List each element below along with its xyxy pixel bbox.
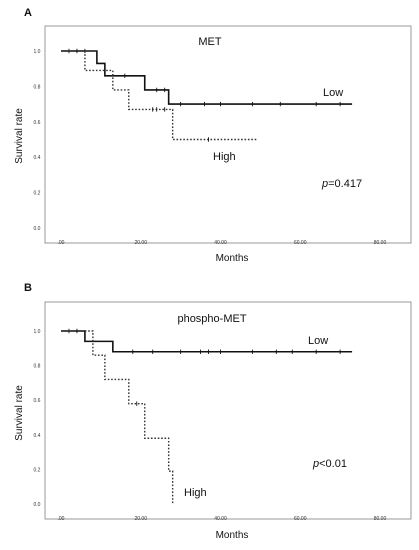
panel-b-high-label: High — [184, 487, 207, 499]
panel-b-xtick-label: 60.00 — [294, 516, 307, 522]
panel-a-ticks: 0.0 0.2 0.4 0.6 0.8 1.0 .00 20.00 40.00 60.00 80.0… — [34, 49, 387, 246]
panel-b-ytick-label: 0.8 — [34, 364, 41, 370]
panel-a: A MET Months Survival rate 0.00.20.40.60… — [14, 7, 412, 264]
panel-b-title: phospho-MET — [177, 313, 246, 325]
panel-b-high-curve — [61, 330, 174, 504]
panel-a-curves — [61, 48, 353, 142]
panel-b-ytick-label: 0.6 — [34, 398, 41, 404]
panel-b-ticks: 0.0 0.2 0.4 0.6 0.8 1.0 .00 20.00 40.00 60.00 80.0… — [34, 329, 387, 522]
panel-a-high-curve — [61, 50, 257, 141]
panel-b-xtick-label: 20.00 — [134, 516, 147, 522]
panel-b-pvalue: p<0.01 — [312, 458, 347, 470]
panel-b-xtick-label: 40.00 — [214, 516, 227, 522]
panel-b: B phospho-MET Months Survival rate 0.00.… — [14, 282, 412, 541]
panel-a-label: A — [24, 7, 32, 19]
panel-b-low-label: Low — [308, 335, 328, 347]
panel-b-ylabel: Survival rate — [14, 385, 25, 441]
panel-a-title: MET — [198, 36, 222, 48]
panel-a-xlabel: Months — [216, 253, 249, 264]
panel-a-frame — [44, 25, 412, 244]
panel-b-ytick-label: 0.2 — [34, 467, 41, 473]
panel-a-ytick-label: 0.2 — [34, 191, 41, 197]
panel-a-pvalue-prefix: p — [321, 178, 328, 190]
panel-a-xtick-label: 20.00 — [134, 240, 147, 246]
panel-b-pvalue-prefix: p — [312, 458, 319, 470]
panel-a-ytick-label: 0.4 — [34, 155, 41, 161]
panel-a-xtick-label: 40.00 — [214, 240, 227, 246]
panel-a-ytick-label: 1.0 — [34, 49, 41, 55]
panel-b-label: B — [24, 282, 32, 294]
panel-a-xtick-label: .00 — [58, 240, 65, 246]
panel-a-pvalue-value: =0.417 — [328, 178, 362, 190]
panel-a-ytick-label: 0.0 — [34, 226, 41, 232]
panel-b-xtick-label: 80.00 — [374, 516, 387, 522]
panel-b-ytick-label: 0.4 — [34, 433, 41, 439]
panel-a-xtick-label: 60.00 — [294, 240, 307, 246]
panel-a-high-label: High — [213, 151, 236, 163]
panel-b-ytick-label: 0.0 — [34, 502, 41, 508]
panel-b-xlabel: Months — [216, 530, 249, 541]
panel-a-low-label: Low — [323, 87, 343, 99]
panel-b-frame — [44, 301, 412, 520]
panel-a-low-curve — [61, 50, 353, 105]
panel-b-ytick-label: 1.0 — [34, 329, 41, 335]
panel-a-pvalue: p=0.417 — [321, 178, 362, 190]
panel-b-curves — [61, 328, 353, 504]
panel-a-ytick-label: 0.8 — [34, 84, 41, 90]
panel-b-xtick-label: .00 — [58, 516, 65, 522]
panel-a-xtick-label: 80.00 — [374, 240, 387, 246]
panel-a-ytick-label: 0.6 — [34, 120, 41, 126]
panel-b-pvalue-value: <0.01 — [319, 458, 347, 470]
panel-a-ylabel: Survival rate — [14, 108, 25, 164]
